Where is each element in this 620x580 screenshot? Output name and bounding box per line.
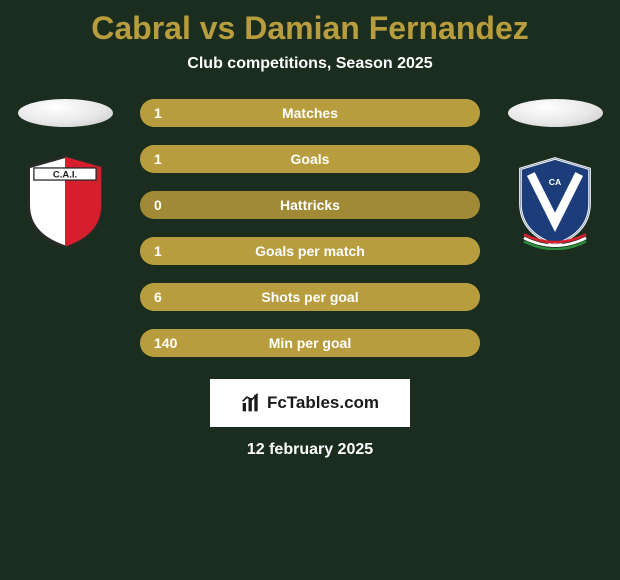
stats-column: 1 Matches 1 Goals 0 Hattricks 1 Goals pe… (130, 99, 490, 357)
stat-bar-min-per-goal: 140 Min per goal (140, 329, 480, 357)
left-team-crest: C.A.I. (20, 155, 110, 250)
branding-text: FcTables.com (267, 393, 379, 413)
right-player-col: CA S (500, 99, 610, 250)
footer-date: 12 february 2025 (247, 441, 373, 459)
stat-label: Goals per match (140, 243, 480, 259)
stat-bar-shots-per-goal: 6 Shots per goal (140, 283, 480, 311)
stat-label: Goals (140, 151, 480, 167)
svg-text:C.A.I.: C.A.I. (53, 169, 77, 180)
stat-label: Shots per goal (140, 289, 480, 305)
branding-box: FcTables.com (210, 379, 410, 427)
stat-label: Hattricks (140, 197, 480, 213)
stat-bar-hattricks: 0 Hattricks (140, 191, 480, 219)
stat-bar-goals-per-match: 1 Goals per match (140, 237, 480, 265)
comparison-row: C.A.I. 1 Matches 1 Goals 0 Hattricks (0, 99, 620, 357)
page-subtitle: Club competitions, Season 2025 (187, 55, 432, 73)
left-player-col: C.A.I. (10, 99, 120, 250)
ball-icon (18, 99, 113, 127)
page-title: Cabral vs Damian Fernandez (91, 10, 528, 47)
svg-text:CA: CA (549, 177, 561, 187)
stat-label: Min per goal (140, 335, 480, 351)
stat-label: Matches (140, 105, 480, 121)
svg-text:S: S (551, 194, 559, 208)
ball-icon (508, 99, 603, 127)
stat-bar-goals: 1 Goals (140, 145, 480, 173)
stat-bar-matches: 1 Matches (140, 99, 480, 127)
right-team-crest: CA S (510, 155, 600, 250)
chart-icon (241, 393, 261, 413)
